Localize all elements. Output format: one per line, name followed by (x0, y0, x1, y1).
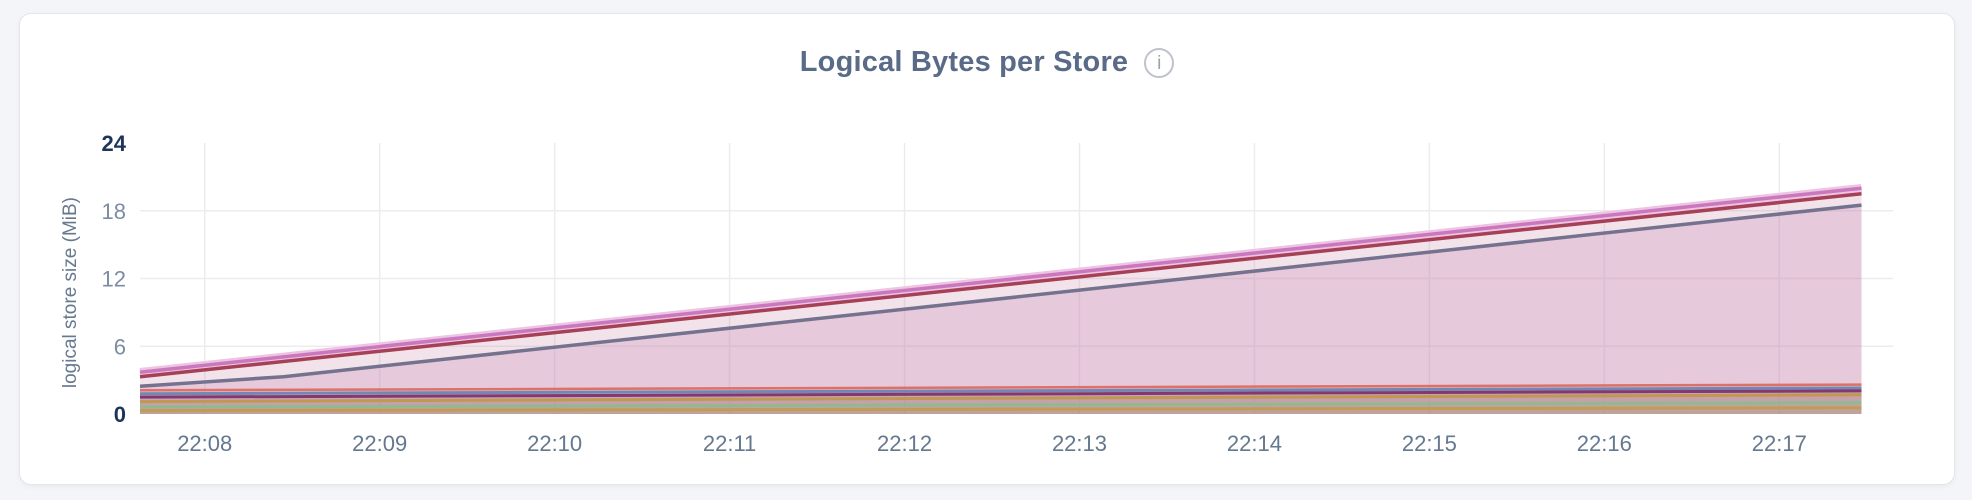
y-tick-label: 12 (102, 267, 126, 292)
x-tick-label: 22:08 (177, 431, 232, 456)
series-area-store-rising-orchid (140, 188, 1862, 414)
chart-title: Logical Bytes per Store (799, 46, 1129, 78)
series-line-store-flat-amber (139, 406, 1862, 413)
series-line-store-flat-salmon (139, 383, 1862, 392)
x-tick-label: 22:09 (352, 431, 407, 456)
x-tick-label: 22:15 (1402, 431, 1457, 456)
x-tick-label: 22:16 (1577, 431, 1632, 456)
x-tick-label: 22:12 (877, 431, 932, 456)
x-tick-label: 22:13 (1052, 431, 1107, 456)
y-tick-label: 6 (114, 334, 126, 359)
series-line-store-flat-blue (139, 386, 1862, 396)
info-icon[interactable]: i (1144, 47, 1175, 78)
series-area-store-rising-slate (140, 205, 1862, 414)
x-tick-label: 22:14 (1227, 431, 1282, 456)
series-line-store-flat-gold (139, 393, 1862, 404)
series-line-store-rising-orchid (139, 186, 1862, 374)
chart-header: Logical Bytes per Store i (20, 46, 1954, 79)
x-tick-label: 22:10 (527, 431, 582, 456)
series-line-store-rising-crimson (139, 192, 1862, 379)
y-tick-label: 24 (102, 131, 127, 156)
y-tick-label: 18 (102, 199, 126, 224)
series-area-store-rising-crimson (140, 193, 1862, 414)
series-line-store-flat-green (139, 401, 1862, 409)
series-line-store-rising-slate (139, 203, 1862, 389)
y-tick-label: 0 (114, 402, 126, 427)
series-line-store-flat-plum (139, 389, 1862, 399)
x-tick-label: 22:11 (703, 431, 756, 456)
x-tick-label: 22:17 (1752, 431, 1807, 456)
